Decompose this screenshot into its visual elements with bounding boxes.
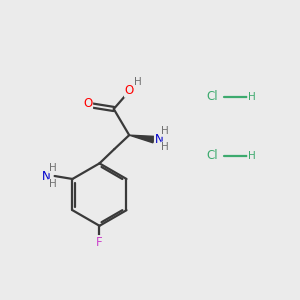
Text: H: H bbox=[161, 126, 169, 136]
Text: H: H bbox=[161, 142, 169, 152]
Text: Cl: Cl bbox=[207, 90, 218, 103]
Text: N: N bbox=[42, 169, 51, 182]
Text: H: H bbox=[49, 179, 56, 189]
Text: O: O bbox=[124, 84, 134, 97]
Text: H: H bbox=[248, 151, 256, 161]
Text: H: H bbox=[134, 77, 141, 87]
Text: F: F bbox=[96, 236, 103, 249]
Text: H: H bbox=[248, 92, 256, 101]
Text: O: O bbox=[83, 98, 92, 110]
Text: Cl: Cl bbox=[207, 149, 218, 162]
Text: N: N bbox=[154, 133, 163, 146]
Text: H: H bbox=[49, 163, 56, 173]
Polygon shape bbox=[129, 135, 154, 143]
